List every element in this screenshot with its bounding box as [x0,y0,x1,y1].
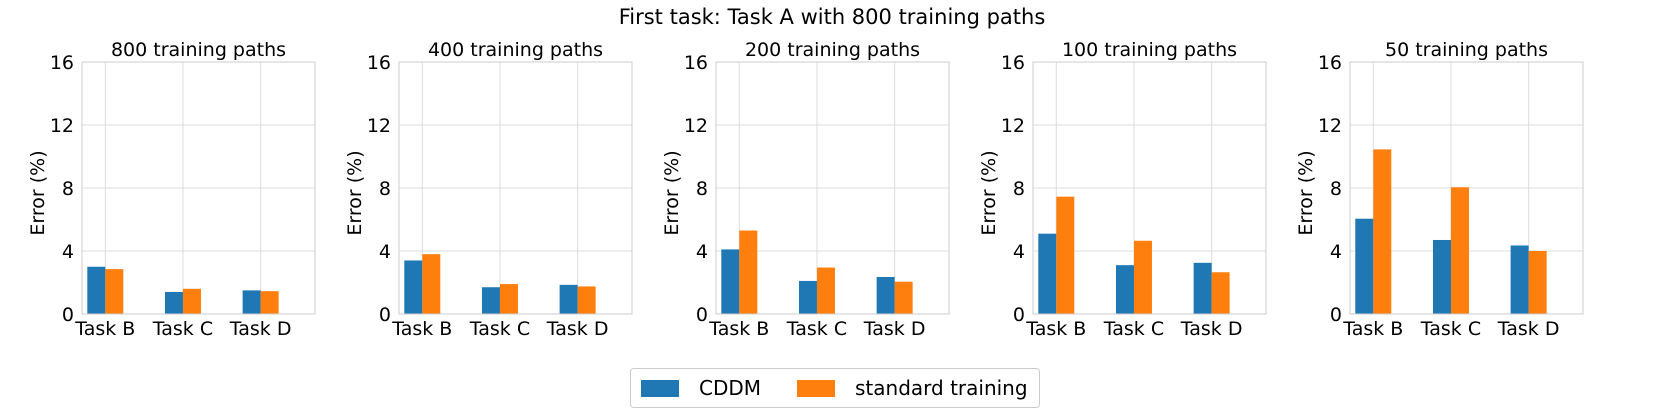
bar-cddm [481,287,500,314]
bar-standard-training [1450,187,1469,314]
y-tick-label: 16 [367,52,391,74]
y-tick-label: 8 [1330,178,1342,200]
chart-panel-1: 0 4 8 12 16 Task B Task C Task D 800 training pa… [27,39,316,340]
y-axis-label: Error (%) [344,150,366,235]
y-tick-label: 0 [379,304,391,326]
x-tick-label: Task C [1103,318,1164,340]
y-axis-label: Error (%) [27,150,49,235]
x-tick-label: Task D [229,318,292,340]
bar-cddm [798,280,817,314]
y-tick-label: 12 [1001,115,1025,137]
y-tick-label: 0 [696,304,708,326]
y-tick-label: 4 [1013,241,1025,263]
x-tick-label: Task C [152,318,213,340]
y-tick-label: 4 [379,241,391,263]
x-tick-label: Task D [1180,318,1243,340]
x-tick-label: Task D [863,318,926,340]
y-tick-label: 4 [1330,241,1342,263]
y-tick-label: 12 [367,115,391,137]
y-axis-label: Error (%) [978,150,1000,235]
bar-cddm [1432,239,1451,314]
y-tick-label: 0 [1330,304,1342,326]
x-tick-label: Task B [1342,318,1403,340]
plot-frame [81,61,316,315]
plot-frame [1032,61,1267,315]
bar-standard-training [182,288,201,314]
bar-standard-training [105,269,124,314]
y-axis-label: Error (%) [661,150,683,235]
y-axis-label: Error (%) [1295,150,1317,235]
bar-cddm [876,276,895,314]
legend: CDDM standard training [630,368,1040,408]
chart-panel-2: 0 4 8 12 16 Task B Task C Task D 400 training pa… [344,39,633,340]
bar-standard-training [1056,196,1075,314]
y-tick-label: 8 [379,178,391,200]
bar-cddm [1355,218,1374,314]
plot-frame [715,61,950,315]
y-tick-label: 16 [1318,52,1342,74]
y-tick-label: 16 [50,52,74,74]
x-tick-label: Task B [391,318,452,340]
y-tick-label: 0 [62,304,74,326]
x-tick-label: Task D [546,318,609,340]
bar-cddm [404,260,423,314]
plot-frame [398,61,633,315]
chart-title: 800 training paths [111,39,286,61]
bar-standard-training [260,291,279,314]
bar-cddm [242,290,261,314]
chart-title: 400 training paths [428,39,603,61]
bar-cddm [1038,233,1057,314]
chart-panel-3: 0 4 8 12 16 Task B Task C Task D 200 training pa… [661,39,950,340]
x-tick-label: Task B [708,318,769,340]
legend-swatch-cddm [641,379,679,397]
bar-cddm [1510,245,1529,314]
y-tick-label: 0 [1013,304,1025,326]
bar-cddm [559,284,578,314]
bar-standard-training [894,281,913,314]
y-tick-label: 12 [50,115,74,137]
y-tick-label: 16 [1001,52,1025,74]
y-tick-label: 4 [696,241,708,263]
y-tick-label: 8 [62,178,74,200]
chart-panel-5: 0 4 8 12 16 Task B Task C Task D 50 training pat… [1295,39,1584,340]
x-tick-label: Task D [1497,318,1560,340]
bar-standard-training [499,284,518,314]
x-tick-label: Task C [786,318,847,340]
figure-title: First task: Task A with 800 training pat… [619,5,1046,29]
chart-panel-4: 0 4 8 12 16 Task B Task C Task D 100 training pa… [978,39,1267,340]
legend-label-cddm: CDDM [699,376,762,400]
legend-swatch-standard-training [797,379,835,397]
bar-standard-training [577,286,596,314]
bar-cddm [1193,262,1212,314]
chart-title: 50 training paths [1385,39,1548,61]
legend-label-standard-training: standard training [855,376,1028,400]
bar-cddm [1115,265,1134,314]
y-tick-label: 4 [62,241,74,263]
chart-title: 200 training paths [745,39,920,61]
y-tick-label: 16 [684,52,708,74]
chart-title: 100 training paths [1062,39,1237,61]
x-tick-label: Task B [1025,318,1086,340]
bar-standard-training [1373,149,1392,314]
y-tick-label: 8 [696,178,708,200]
bar-standard-training [816,267,835,314]
bar-cddm [87,266,106,314]
bar-standard-training [1133,240,1152,314]
y-tick-label: 12 [684,115,708,137]
legend-item-standard-training: standard training [797,369,1028,407]
bar-standard-training [422,254,441,314]
bar-standard-training [739,230,758,314]
x-tick-label: Task C [469,318,530,340]
x-tick-label: Task C [1420,318,1481,340]
y-tick-label: 8 [1013,178,1025,200]
plot-frame [1349,61,1584,315]
x-tick-label: Task B [74,318,135,340]
bar-standard-training [1528,251,1547,314]
bar-cddm [164,291,183,314]
bar-standard-training [1211,272,1230,314]
legend-item-cddm: CDDM [641,369,761,407]
y-tick-label: 12 [1318,115,1342,137]
bar-cddm [721,249,740,314]
